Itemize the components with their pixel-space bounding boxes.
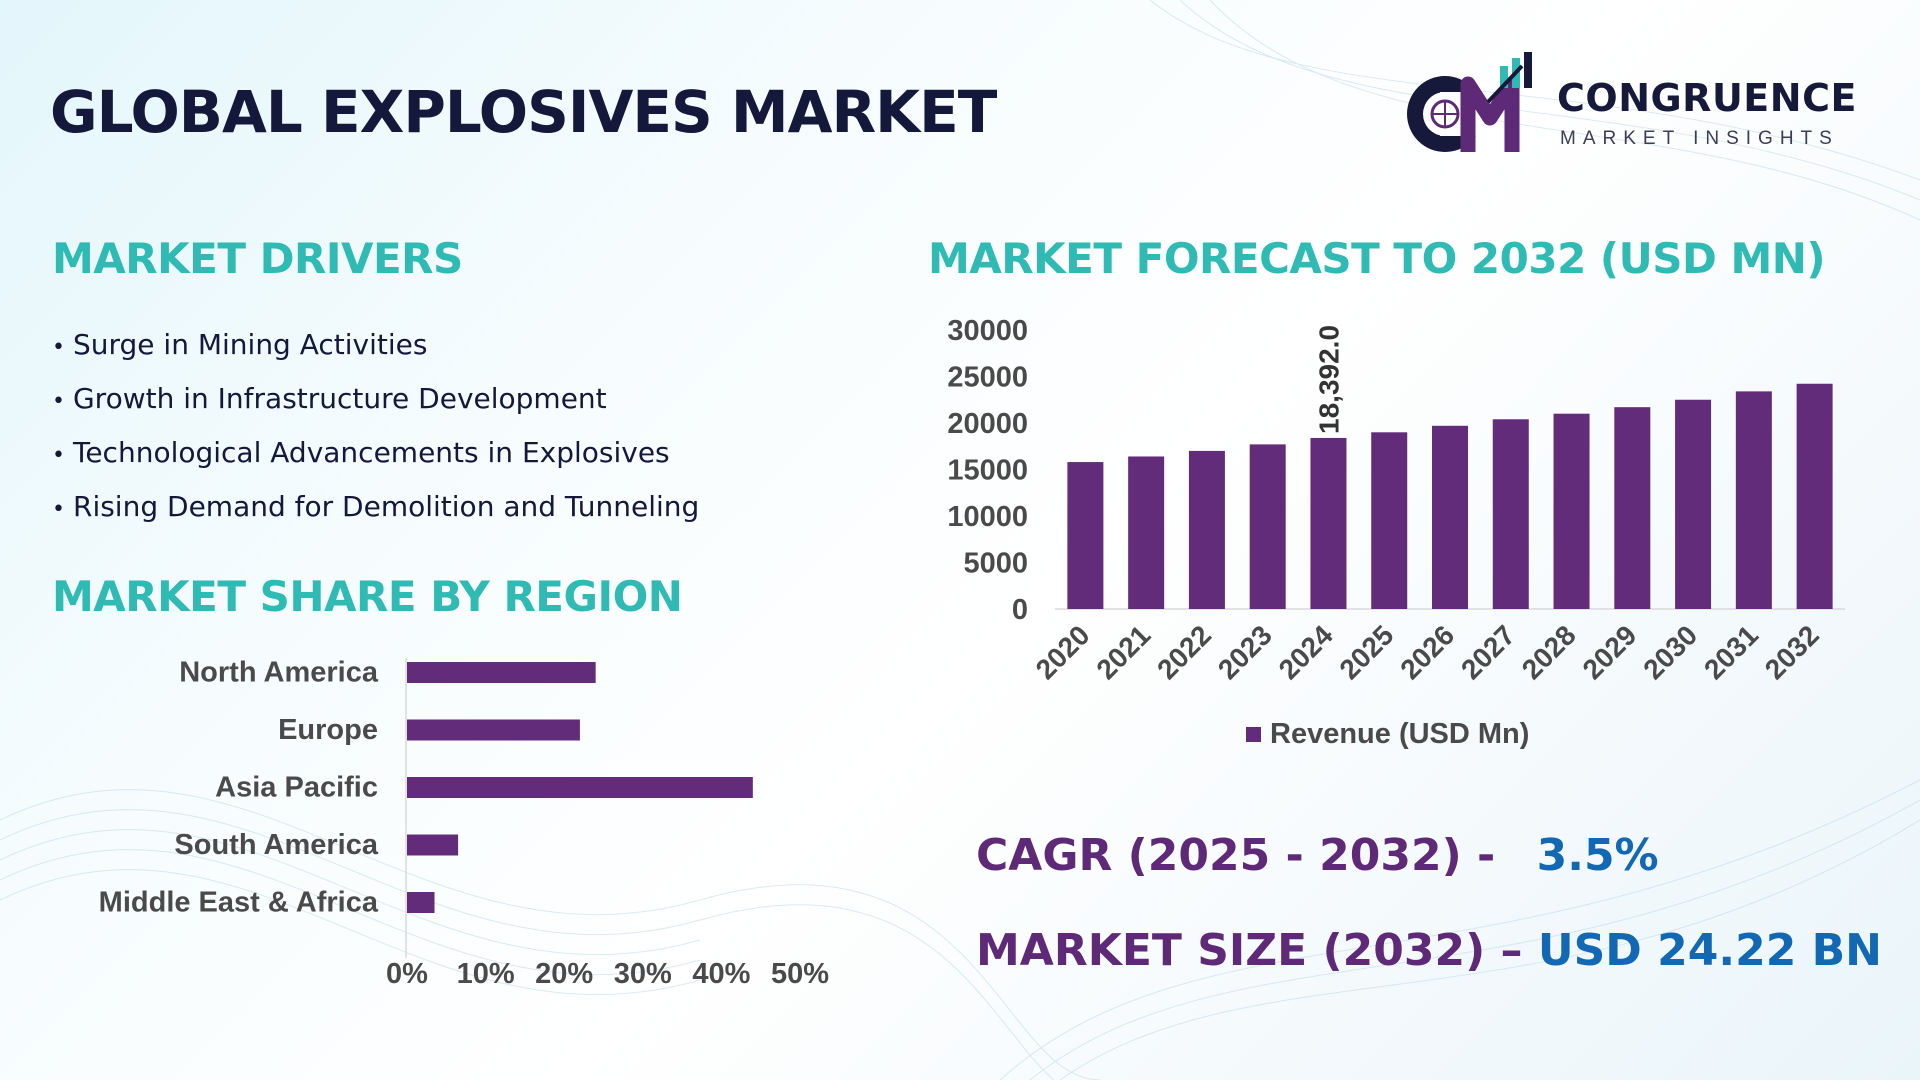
market-size-value: USD 24.22 BN <box>1537 925 1882 976</box>
bullet-icon: • <box>52 389 65 414</box>
x-tick-label: 2028 <box>1516 619 1582 685</box>
y-tick-label: 0 <box>1012 594 1028 626</box>
category-label: North America <box>179 657 379 689</box>
cagr-stat: CAGR (2025 - 2032) - 3.5% <box>976 830 1659 881</box>
driver-item: • Growth in Infrastructure Development <box>52 382 607 415</box>
x-tick-label: 2030 <box>1637 619 1703 685</box>
x-tick-label: 50% <box>771 958 829 990</box>
page-title: GLOBAL EXPLOSIVES MARKET <box>50 78 997 146</box>
drivers-heading: MARKET DRIVERS <box>52 234 463 283</box>
category-label: Europe <box>278 714 378 746</box>
y-tick-label: 30000 <box>947 315 1028 347</box>
logo-name: CONGRUENCE <box>1557 76 1857 120</box>
x-tick-label: 2022 <box>1151 619 1217 685</box>
revenue-bar <box>1796 383 1833 609</box>
bullet-icon: • <box>52 443 65 468</box>
x-tick-label: 20% <box>535 958 593 990</box>
x-tick-label: 0% <box>386 958 428 990</box>
y-tick-label: 5000 <box>963 548 1028 580</box>
data-label: 18,392.0 <box>1313 325 1344 434</box>
region-bar <box>407 834 459 856</box>
x-tick-label: 2031 <box>1698 619 1764 685</box>
revenue-bar <box>1188 450 1225 609</box>
x-tick-label: 2029 <box>1577 619 1643 685</box>
revenue-bar <box>1371 432 1408 609</box>
bullet-icon: • <box>52 335 65 360</box>
logo-mark-icon <box>1407 52 1532 152</box>
x-tick-label: 2025 <box>1334 619 1400 685</box>
y-tick-label: 25000 <box>947 362 1028 394</box>
x-tick-label: 2023 <box>1212 619 1278 685</box>
region-bar <box>407 662 596 683</box>
driver-item: • Rising Demand for Demolition and Tunnel… <box>52 490 700 523</box>
y-tick-label: 10000 <box>947 501 1028 533</box>
region-bar <box>407 777 753 798</box>
x-tick-label: 2024 <box>1273 619 1339 685</box>
x-tick-label: 2021 <box>1090 619 1156 685</box>
category-label: Middle East & Africa <box>99 887 379 919</box>
revenue-bar <box>1614 407 1651 609</box>
driver-item: • Surge in Mining Activities <box>52 328 428 361</box>
x-tick-label: 2026 <box>1394 619 1460 685</box>
driver-item: • Technological Advancements in Explosive… <box>52 436 670 469</box>
region-bar <box>407 719 580 741</box>
forecast-chart: 0500010000150002000025000300002020202120… <box>947 315 1845 750</box>
revenue-bar <box>1310 437 1347 609</box>
brand-logo: CONGRUENCE MARKET INSIGHTS <box>1400 52 1870 162</box>
y-tick-label: 15000 <box>947 455 1028 487</box>
x-tick-label: 30% <box>614 958 672 990</box>
revenue-bar <box>1492 419 1529 609</box>
x-tick-label: 2020 <box>1030 619 1096 685</box>
market-size-stat: MARKET SIZE (2032) – USD 24.22 BN <box>976 925 1882 976</box>
logo-tagline: MARKET INSIGHTS <box>1560 128 1839 149</box>
legend-swatch <box>1246 727 1261 742</box>
category-label: Asia Pacific <box>215 772 378 804</box>
region-heading: MARKET SHARE BY REGION <box>52 572 683 621</box>
cagr-label: CAGR (2025 - 2032) - <box>976 830 1496 881</box>
drivers-list: • Surge in Mining Activities • Growth in I… <box>52 318 699 534</box>
legend-label: Revenue (USD Mn) <box>1270 718 1529 750</box>
forecast-heading: MARKET FORECAST TO 2032 (USD MN) <box>928 234 1826 283</box>
revenue-bar <box>1067 462 1104 609</box>
x-tick-label: 2032 <box>1759 619 1825 685</box>
y-tick-label: 20000 <box>947 408 1028 440</box>
market-size-label: MARKET SIZE (2032) – <box>976 925 1523 976</box>
cagr-value: 3.5% <box>1536 830 1659 881</box>
revenue-bar <box>1128 456 1165 609</box>
bullet-icon: • <box>52 497 65 522</box>
x-tick-label: 10% <box>457 958 515 990</box>
region-share-chart: North America Europe Asia Pacific South Ame… <box>99 657 830 991</box>
revenue-bar <box>1553 413 1590 609</box>
revenue-bar <box>1432 425 1468 609</box>
category-label: South America <box>174 829 378 861</box>
revenue-bar <box>1735 391 1772 609</box>
revenue-bar <box>1675 399 1712 609</box>
x-tick-label: 2027 <box>1455 619 1521 685</box>
x-tick-label: 40% <box>692 958 750 990</box>
region-bar <box>407 892 435 913</box>
revenue-bar <box>1249 444 1286 609</box>
